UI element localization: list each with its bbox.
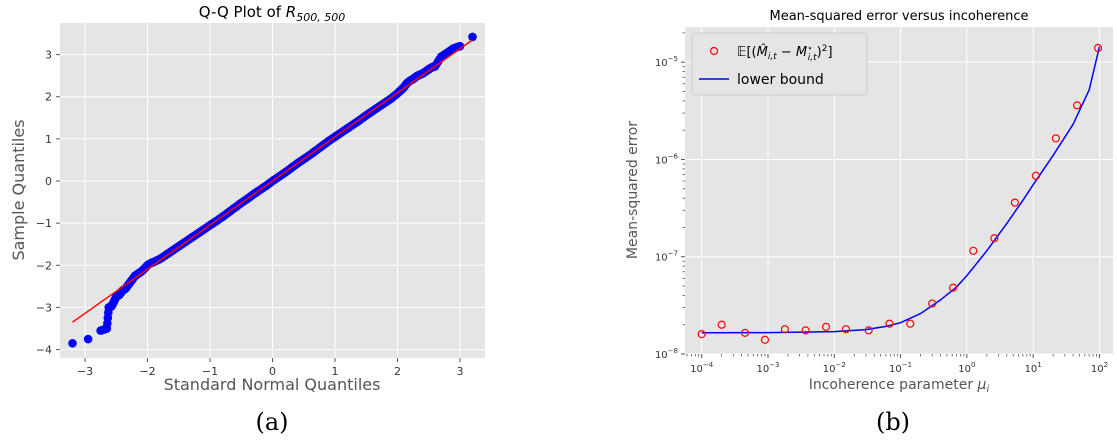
qq-data-marks: [68, 32, 477, 348]
expected-error-point: [841, 325, 851, 334]
qq-x-tick-label: 2: [394, 365, 401, 378]
qq-reference-line: [72, 39, 473, 323]
mse-x-tick-label: 100: [958, 361, 975, 375]
qq-x-tick-label: 3: [457, 365, 464, 378]
mse-y-tick-label: 10−5: [655, 55, 678, 69]
qq-x-tick-label: −3: [77, 365, 93, 378]
mse-y-tick-label: 10−8: [655, 347, 678, 361]
expected-error-point: [969, 246, 978, 255]
qq-point: [468, 32, 477, 42]
mse-data-marks: [697, 43, 1103, 344]
qq-y-tick-label: −2: [36, 259, 52, 272]
expected-error-point: [760, 335, 770, 344]
qq-point: [455, 41, 465, 51]
qq-x-tick-label: −2: [139, 365, 155, 378]
caption-a: (a): [255, 408, 288, 436]
mse-y-tick-label: 10−7: [655, 250, 678, 264]
expected-error-point: [864, 326, 873, 335]
expected-error-point: [780, 325, 790, 334]
legend-label-expected-error: 𝔼[(M̂i,t − M⋆ i,t)2]: [737, 44, 833, 63]
mse-tick-labels: 10−4 10−3 10−2 10−1 100 101 102 10−8 10−7 10−6 10−…: [655, 32, 1108, 375]
qq-y-tick-label: −1: [36, 217, 52, 230]
qq-point: [83, 334, 93, 344]
mse-x-tick-label: 101: [1025, 361, 1042, 375]
qq-y-tick-label: 0: [45, 175, 52, 188]
qq-title-subscript: 500, 500: [296, 11, 345, 24]
qq-y-tick-label: 2: [45, 91, 52, 104]
qq-y-axis-label: Sample Quantiles: [9, 119, 28, 260]
qq-gridlines: [60, 23, 485, 358]
qq-title-math: R: [286, 3, 296, 21]
qq-y-tick-label: −4: [36, 344, 52, 357]
expected-error-point: [1093, 43, 1103, 53]
mse-x-tick-label: 10−1: [889, 361, 912, 375]
expected-error-point: [928, 299, 937, 308]
legend: 𝔼[(M̂i,t − M⋆ i,t)2] lower bound: [691, 32, 868, 96]
mse-y-tick-label: 10−6: [655, 152, 679, 166]
mse-x-axis-label: Incoherence parameter μi: [809, 377, 990, 395]
expected-error-point: [990, 234, 999, 243]
expected-error-point: [1051, 134, 1060, 143]
qq-plot-panel: −3 −2 −1 0 1 2 3 −4 −3 −2 −1 0 1 2 3 Q-Q Plot of R500,…: [9, 3, 485, 394]
qq-chart-title: Q-Q Plot of R500, 500: [199, 3, 345, 24]
mse-gridlines: [685, 27, 1113, 355]
qq-title-prefix: Q-Q Plot of: [199, 3, 286, 21]
qq-x-tick-label: 0: [269, 365, 276, 378]
qq-x-axis-label: Standard Normal Quantiles: [164, 375, 381, 394]
expected-error-point: [1031, 171, 1041, 180]
expected-error-point: [885, 319, 894, 328]
mse-x-tick-label: 10−3: [756, 361, 779, 375]
legend-marker-expected-error: [709, 46, 719, 56]
expected-error-point: [1073, 101, 1082, 110]
expected-error-point: [717, 320, 726, 329]
expected-error-point: [1010, 198, 1019, 207]
mse-chart-title: Mean-squared error versus incoherence: [770, 9, 1029, 24]
qq-x-tick-label: −1: [202, 365, 218, 378]
mse-x-tick-label: 10−4: [690, 361, 714, 375]
lower-bound-line: [701, 46, 1101, 334]
qq-point: [68, 338, 77, 348]
mse-xlabel-subscript: i: [986, 384, 989, 395]
expected-error-point: [906, 319, 915, 328]
expected-error-point: [801, 326, 810, 335]
mse-x-tick-label: 10−2: [823, 361, 846, 375]
expected-error-point: [740, 328, 750, 337]
qq-y-tick-label: 3: [45, 49, 52, 62]
caption-b: (b): [876, 408, 910, 436]
legend-label-lower-bound: lower bound: [737, 72, 824, 88]
legend-box: [691, 32, 868, 96]
mse-plot-panel: 10−4 10−3 10−2 10−1 100 101 102 10−8 10−7 10−6 10−…: [625, 9, 1113, 395]
qq-y-tick-label: 1: [45, 133, 52, 146]
qq-tick-labels: −3 −2 −1 0 1 2 3 −4 −3 −2 −1 0 1 2 3: [36, 49, 464, 378]
qq-y-tick-label: −3: [36, 301, 52, 314]
expected-error-point: [821, 322, 831, 331]
mse-xlabel-text: Incoherence parameter: [809, 377, 978, 393]
mse-x-tick-label: 102: [1091, 361, 1108, 375]
mse-xlabel-math: μ: [977, 377, 987, 393]
mse-y-axis-label: Mean-squared error: [625, 121, 641, 259]
qq-x-tick-label: 1: [332, 365, 339, 378]
expected-error-point: [697, 330, 706, 339]
expected-error-point: [949, 283, 958, 292]
